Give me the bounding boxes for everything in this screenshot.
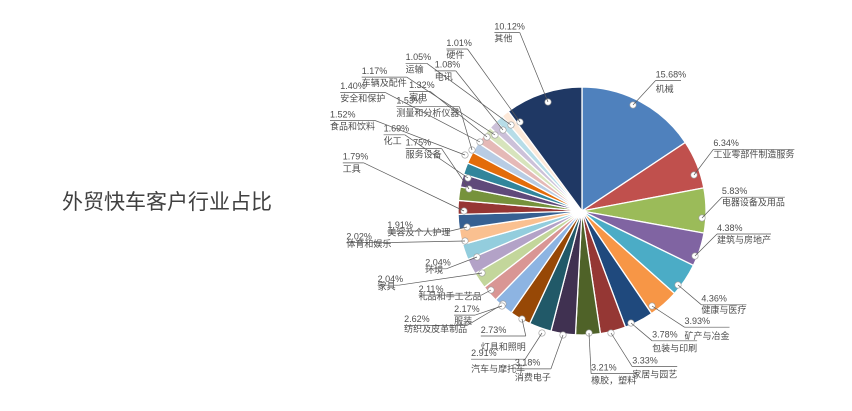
svg-text:3.78%: 3.78% <box>652 330 678 340</box>
svg-text:5.83%: 5.83% <box>722 186 748 196</box>
svg-text:运输: 运输 <box>406 63 424 74</box>
svg-text:工业零部件制造服务: 工业零部件制造服务 <box>713 148 794 159</box>
svg-text:4.38%: 4.38% <box>717 223 743 233</box>
svg-text:化工: 化工 <box>384 135 402 146</box>
svg-text:1.08%: 1.08% <box>435 60 461 70</box>
svg-text:3.33%: 3.33% <box>632 355 658 365</box>
svg-text:6.34%: 6.34% <box>713 138 739 148</box>
svg-text:15.68%: 15.68% <box>656 69 687 79</box>
svg-text:其他: 其他 <box>494 33 512 44</box>
svg-text:2.17%: 2.17% <box>454 304 480 314</box>
svg-text:服装: 服装 <box>454 315 472 326</box>
svg-text:矿产与冶金: 矿产与冶金 <box>685 330 730 341</box>
svg-text:家居与园艺: 家居与园艺 <box>632 369 677 380</box>
svg-text:家电: 家电 <box>409 91 427 102</box>
svg-text:1.79%: 1.79% <box>343 152 369 162</box>
svg-text:车辆及配件: 车辆及配件 <box>362 77 407 88</box>
svg-text:灯具和照明: 灯具和照明 <box>481 342 526 352</box>
svg-text:汽车与摩托车: 汽车与摩托车 <box>471 363 525 374</box>
svg-text:1.17%: 1.17% <box>362 66 388 76</box>
svg-text:3.21%: 3.21% <box>591 362 617 372</box>
svg-text:建筑与房地产: 建筑与房地产 <box>717 234 771 245</box>
svg-text:测量和分析仪器: 测量和分析仪器 <box>396 107 459 118</box>
svg-text:家具: 家具 <box>378 281 396 292</box>
svg-text:1.52%: 1.52% <box>330 109 356 119</box>
svg-text:2.73%: 2.73% <box>481 325 507 335</box>
svg-text:安全和保护: 安全和保护 <box>340 93 385 104</box>
svg-text:硬件: 硬件 <box>446 49 464 60</box>
svg-text:健康与医疗: 健康与医疗 <box>701 304 746 315</box>
svg-text:体育和娱乐: 体育和娱乐 <box>346 238 391 249</box>
svg-text:环境: 环境 <box>425 264 443 275</box>
svg-text:4.36%: 4.36% <box>701 294 727 304</box>
svg-text:1.32%: 1.32% <box>409 80 435 90</box>
svg-text:机械: 机械 <box>656 83 674 94</box>
svg-text:橡胶，塑料: 橡胶，塑料 <box>591 374 636 385</box>
svg-text:1.01%: 1.01% <box>446 38 472 48</box>
svg-text:3.93%: 3.93% <box>685 316 711 326</box>
svg-text:10.12%: 10.12% <box>494 21 525 31</box>
svg-text:工具: 工具 <box>343 164 361 174</box>
svg-text:1.75%: 1.75% <box>406 137 432 147</box>
svg-text:电器设备及用品: 电器设备及用品 <box>722 197 785 208</box>
svg-text:包装与印刷: 包装与印刷 <box>652 343 697 354</box>
svg-text:美容及个人护理: 美容及个人护理 <box>387 226 450 237</box>
svg-text:2.62%: 2.62% <box>404 314 430 324</box>
svg-text:食品和饮料: 食品和饮料 <box>330 121 375 132</box>
svg-text:礼品和手工艺品: 礼品和手工艺品 <box>419 291 482 302</box>
svg-text:1.05%: 1.05% <box>406 52 432 62</box>
svg-text:服务设备: 服务设备 <box>406 149 442 160</box>
